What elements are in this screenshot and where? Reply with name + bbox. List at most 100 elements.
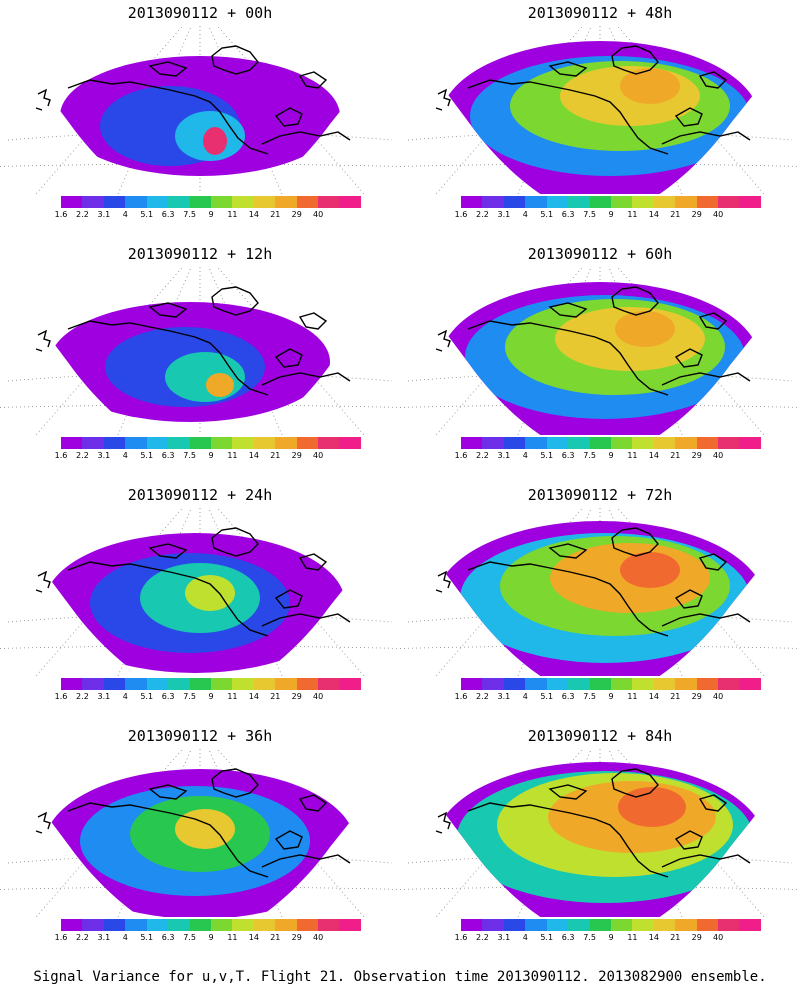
colorbar-swatch [146, 437, 169, 449]
variance-field [440, 521, 762, 676]
colorbar-tick-label: 29 [691, 451, 702, 460]
variance-map [400, 267, 800, 435]
colorbar-tick-label: 40 [713, 692, 724, 701]
colorbar-tick-label: 40 [713, 933, 724, 942]
panel-title: 2013090112 + 00h [127, 4, 273, 22]
colorbar-swatch [318, 437, 340, 449]
colorbar [461, 919, 761, 931]
map-panel-24h: 2013090112 + 24h 1.6 2.2 3.1 4 5.1 6.3 7.5 9 11 14… [0, 482, 400, 730]
colorbar-swatch [103, 678, 126, 690]
colorbar [461, 678, 761, 690]
colorbar-swatch [653, 919, 676, 931]
colorbar-swatch [503, 678, 526, 690]
coastline [467, 561, 669, 637]
colorbar [61, 678, 361, 690]
colorbar-tick-label: 1.6 [54, 210, 68, 219]
coastline [298, 71, 328, 89]
coastline [298, 794, 328, 812]
colorbar-swatch [546, 919, 569, 931]
variance-map [0, 508, 400, 676]
coastline [435, 88, 451, 111]
colorbar-tick-label: 7.5 [583, 933, 596, 942]
colorbar-tick-label: 29 [291, 451, 302, 460]
colorbar-tick-label: 40 [313, 692, 324, 701]
variance-map [400, 26, 800, 194]
colorbar-tick-label: 6.3 [561, 210, 575, 219]
coastline [611, 768, 659, 798]
colorbar-swatch [125, 678, 147, 690]
colorbar-swatch [610, 196, 633, 208]
colorbar-tick-label: 2.2 [476, 210, 489, 219]
colorbar-swatch [61, 196, 83, 208]
colorbar-swatch [718, 437, 740, 449]
colorbar-tick-label: 3.1 [497, 210, 511, 219]
colorbar-tick-label: 14 [648, 451, 659, 460]
colorbar-tick-label: 29 [691, 933, 702, 942]
variance-field [440, 282, 760, 435]
coastline [548, 61, 588, 77]
variance-map [0, 749, 400, 917]
colorbar-swatch [461, 919, 483, 931]
colorbar-swatch [146, 196, 169, 208]
panel-title: 2013090112 + 12h [127, 245, 273, 263]
colorbar-tick-label: 21 [270, 933, 281, 942]
coastline [148, 543, 188, 559]
colorbar-tick-label: 21 [270, 692, 281, 701]
colorbar-tick-label: 9 [608, 692, 614, 701]
coastline [467, 802, 669, 878]
colorbar-tick-label: 7.5 [583, 451, 596, 460]
colorbar-tick-label: 5.1 [540, 933, 554, 942]
variance-field [50, 302, 330, 422]
colorbar-tick-label: 1.6 [454, 692, 468, 701]
colorbar-tick-label: 5.1 [140, 933, 154, 942]
colorbar-tick-label: 14 [248, 933, 259, 942]
colorbar-swatch [632, 678, 654, 690]
colorbar-tick-label: 29 [291, 933, 302, 942]
coastlines [35, 527, 351, 637]
colorbar-swatch [61, 437, 83, 449]
colorbar-tick-label: 6.3 [161, 451, 175, 460]
colorbar-tick-label: 7.5 [183, 933, 196, 942]
colorbar-tick-label: 14 [248, 451, 259, 460]
colorbar-swatch [568, 437, 590, 449]
colorbar-tick-label: 4 [522, 210, 528, 219]
figure-caption: Signal Variance for u,v,T. Flight 21. Ob… [33, 969, 767, 985]
colorbar-swatch [189, 919, 211, 931]
colorbar-swatch [318, 919, 340, 931]
coastline [67, 320, 269, 396]
coastline [435, 329, 451, 352]
colorbar-swatch [610, 678, 633, 690]
coastline [67, 802, 269, 878]
coastline [211, 45, 259, 75]
colorbar-swatch [610, 919, 633, 931]
colorbar-tick-label: 21 [670, 210, 681, 219]
colorbar-swatch [168, 437, 190, 449]
colorbar-tick-label: 1.6 [54, 451, 68, 460]
colorbar-swatch [189, 196, 211, 208]
variance-contour [165, 352, 245, 402]
colorbar-swatch [125, 919, 147, 931]
colorbar-swatch [339, 678, 361, 690]
coastline [274, 589, 303, 609]
coastline [35, 329, 51, 352]
map-panel-84h: 2013090112 + 84h 1.6 2.2 3.1 4 5.1 6.3 7.5 9 11 14… [400, 723, 800, 971]
colorbar-tick-label: 7.5 [183, 451, 196, 460]
variance-field [45, 769, 355, 917]
colorbar-tick-label: 7.5 [183, 692, 196, 701]
colorbar [61, 919, 361, 931]
coastlines [435, 768, 751, 878]
colorbar-swatch [718, 919, 740, 931]
colorbar [461, 437, 761, 449]
colorbar-tick-label: 11 [627, 451, 638, 460]
colorbar-tick-label: 14 [648, 933, 659, 942]
colorbar-swatch [253, 437, 276, 449]
variance-field [45, 533, 345, 673]
colorbar-tick-label: 2.2 [76, 210, 89, 219]
colorbar-swatch [210, 919, 233, 931]
colorbar-swatch [275, 678, 297, 690]
colorbar-tick-label: 11 [227, 692, 238, 701]
coastline [35, 88, 51, 111]
map-panel-36h: 2013090112 + 36h 1.6 2.2 3.1 4 5.1 6.3 7.5 9 11 14… [0, 723, 400, 971]
colorbar-labels: 1.6 2.2 3.1 4 5.1 6.3 7.5 9 11 14 21 29 40 [55, 210, 361, 222]
colorbar-swatch [189, 678, 211, 690]
